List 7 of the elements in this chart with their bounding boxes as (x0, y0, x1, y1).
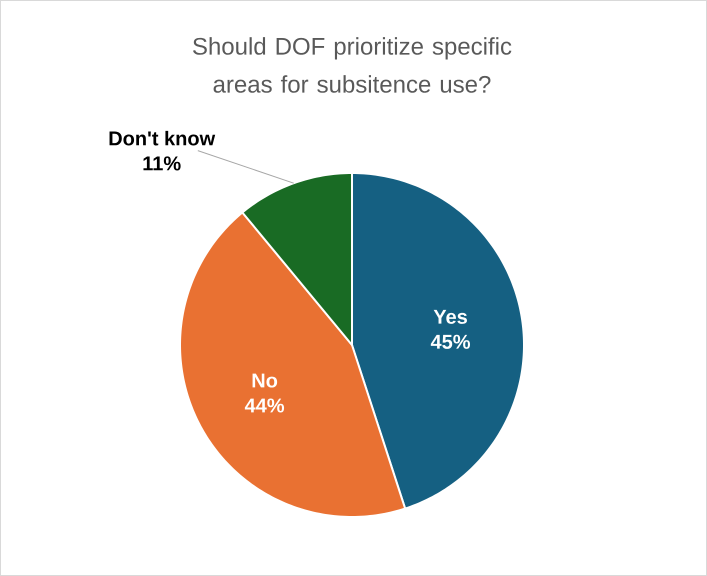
slice-label: Yes (434, 310, 467, 324)
data-label: 44% (244, 398, 284, 413)
slice-label: Don't know (110, 130, 216, 146)
data-label: 11% (143, 156, 181, 170)
slice-label: No (252, 374, 278, 388)
chart-title: Should DOF prioritize specific areas for subsitence use? (193, 37, 512, 93)
data-label: 45% (430, 334, 470, 349)
